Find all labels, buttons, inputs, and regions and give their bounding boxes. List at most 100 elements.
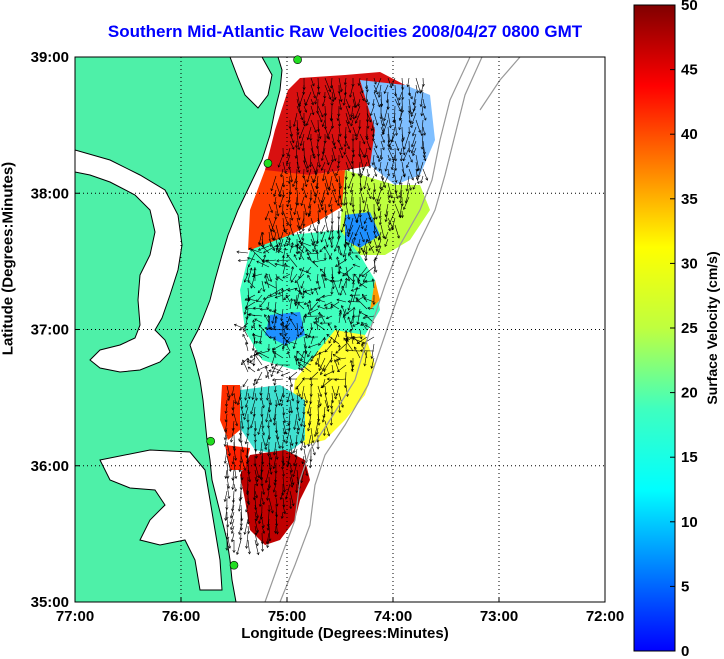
velocity-arrow xyxy=(421,119,424,136)
velocity-arrow xyxy=(308,196,312,209)
velocity-arrow xyxy=(252,385,256,400)
velocity-arrow-head xyxy=(240,362,244,365)
velocity-arrow-head xyxy=(397,102,401,106)
velocity-arrow xyxy=(364,175,368,189)
velocity-arrow-head xyxy=(346,234,350,238)
velocity-arrow xyxy=(290,273,298,283)
velocity-arrow xyxy=(359,189,365,204)
velocity-arrow xyxy=(240,413,244,429)
velocity-arrow xyxy=(421,105,424,116)
velocity-arrow-head xyxy=(262,289,266,293)
velocity-arrow-head xyxy=(384,236,388,240)
velocity-arrow-head xyxy=(317,221,321,225)
velocity-arrow xyxy=(305,249,312,261)
velocity-arrow xyxy=(373,238,378,249)
velocity-arrow xyxy=(352,307,355,324)
velocity-arrow xyxy=(391,154,396,170)
velocity-arrow-head xyxy=(398,117,402,121)
velocity-arrow xyxy=(310,301,319,311)
velocity-arrow xyxy=(310,238,318,253)
velocity-arrow-head xyxy=(407,93,411,96)
velocity-arrow xyxy=(357,281,368,289)
velocity-arrow xyxy=(342,266,354,277)
velocity-arrow xyxy=(256,294,263,303)
velocity-arrow-head xyxy=(315,146,320,149)
velocity-arrow xyxy=(261,497,265,505)
velocity-arrow xyxy=(273,413,277,426)
velocity-arrow-head xyxy=(296,431,300,435)
velocity-arrow xyxy=(300,350,305,361)
colorbar-tick-label: 30 xyxy=(681,255,698,272)
velocity-arrow xyxy=(233,462,237,479)
velocity-arrow-head xyxy=(375,122,379,126)
velocity-arrow xyxy=(411,112,417,125)
velocity-arrow-head xyxy=(328,187,332,192)
velocity-arrow xyxy=(258,324,270,338)
velocity-arrow-head xyxy=(268,538,272,542)
velocity-arrow xyxy=(385,161,389,172)
velocity-arrow xyxy=(225,469,228,479)
velocity-arrow-head xyxy=(335,172,339,176)
velocity-arrow-head xyxy=(373,257,377,261)
velocity-arrow xyxy=(333,354,340,359)
velocity-arrow-head xyxy=(307,214,311,218)
velocity-arrow xyxy=(344,252,347,262)
velocity-arrow xyxy=(415,84,419,94)
velocity-arrow xyxy=(359,147,365,158)
velocity-arrow-head xyxy=(276,250,280,254)
velocity-arrow-head xyxy=(418,130,422,134)
velocity-arrow-head xyxy=(410,114,414,118)
velocity-arrow xyxy=(244,273,249,283)
velocity-arrow xyxy=(268,392,272,405)
velocity-arrow-head xyxy=(377,237,381,241)
velocity-arrow-head xyxy=(289,207,293,211)
velocity-arrow xyxy=(329,237,333,247)
velocity-arrow-head xyxy=(301,295,305,299)
velocity-arrow-head xyxy=(251,397,255,401)
velocity-arrow-head xyxy=(416,181,420,185)
velocity-arrow-head xyxy=(258,242,262,246)
velocity-arrow xyxy=(289,203,292,211)
velocity-arrow-head xyxy=(231,413,235,417)
velocity-arrow xyxy=(350,315,354,324)
velocity-arrow-head xyxy=(302,121,306,125)
velocity-arrow-head xyxy=(313,434,317,438)
velocity-arrow xyxy=(296,91,301,106)
velocity-arrow xyxy=(263,294,277,300)
velocity-arrow xyxy=(289,168,293,182)
velocity-arrow-head xyxy=(301,377,305,381)
velocity-arrow-head xyxy=(313,95,317,99)
velocity-arrow-head xyxy=(402,173,406,177)
velocity-arrow xyxy=(415,77,421,94)
velocity-arrow-head xyxy=(321,124,325,128)
velocity-arrow xyxy=(310,217,316,231)
velocity-arrow xyxy=(408,182,412,191)
velocity-arrow xyxy=(230,511,235,525)
velocity-arrow-head xyxy=(342,102,346,106)
velocity-arrow-head xyxy=(346,121,350,125)
velocity-arrow xyxy=(289,140,295,150)
velocity-arrow-head xyxy=(303,102,307,106)
velocity-arrow xyxy=(327,161,333,175)
velocity-arrow-head xyxy=(350,368,354,372)
velocity-arrow-head xyxy=(349,202,353,206)
velocity-arrow xyxy=(226,518,229,527)
velocity-arrow xyxy=(317,84,320,95)
velocity-arrow-head xyxy=(255,529,259,533)
velocity-arrow-head xyxy=(267,314,271,318)
velocity-arrow xyxy=(394,224,400,239)
velocity-arrow xyxy=(366,239,375,254)
velocity-arrow-head xyxy=(312,155,316,159)
velocity-arrow xyxy=(274,476,277,485)
velocity-arrow-head xyxy=(333,359,337,363)
velocity-arrow-head xyxy=(262,250,266,254)
velocity-arrow xyxy=(296,289,301,303)
velocity-arrow-head xyxy=(362,249,366,253)
velocity-arrow-head xyxy=(283,420,287,424)
velocity-arrow-head xyxy=(354,115,358,119)
velocity-arrow xyxy=(384,84,389,94)
velocity-arrow-head xyxy=(394,158,398,162)
velocity-arrow-head xyxy=(314,101,318,105)
velocity-arrow xyxy=(275,294,284,298)
